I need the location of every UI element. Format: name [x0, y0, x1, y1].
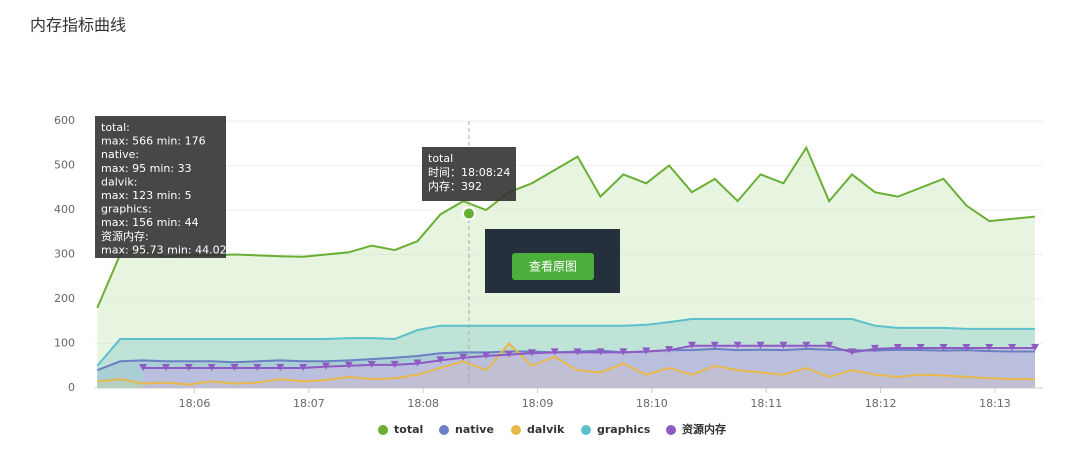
point-marker: [710, 341, 719, 349]
point-marker: [1008, 343, 1017, 351]
x-tick-label: 18:13: [979, 397, 1011, 410]
tooltip-text: max: 95.73 min: 44.02: [101, 243, 227, 256]
point-marker: [550, 348, 559, 356]
y-tick-label: 0: [68, 381, 75, 394]
point-marker: [619, 348, 628, 356]
tooltip-text: native:: [101, 148, 139, 161]
point-marker: [573, 348, 582, 356]
tooltip-text: 内存：392: [428, 179, 482, 193]
point-marker: [459, 353, 468, 361]
point-marker: [779, 341, 788, 349]
tooltip-text: total:: [101, 121, 130, 134]
y-tick-label: 400: [54, 203, 75, 216]
point-marker: [184, 363, 193, 371]
point-marker: [939, 343, 948, 351]
tooltip-text: 资源内存:: [101, 229, 149, 243]
tooltip-text: max: 566 min: 176: [101, 135, 206, 148]
point-marker: [687, 341, 696, 349]
point-marker: [1030, 343, 1039, 351]
summary-tooltip: [95, 116, 226, 258]
point-marker: [596, 348, 605, 356]
point-marker: [161, 363, 170, 371]
tooltip-text: total: [428, 152, 453, 165]
x-tick-label: 18:10: [636, 397, 668, 410]
y-tick-label: 600: [54, 114, 75, 127]
point-marker: [962, 343, 971, 351]
point-marker: [390, 360, 399, 368]
x-tick-label: 18:07: [293, 397, 325, 410]
series-line: [96, 145, 1036, 309]
tooltip-text: graphics:: [101, 203, 152, 216]
point-marker: [344, 361, 353, 369]
x-tick-label: 18:06: [179, 397, 211, 410]
point-marker: [321, 362, 330, 370]
point-marker: [299, 363, 308, 371]
legend-label: total: [394, 423, 423, 436]
point-marker: [756, 341, 765, 349]
x-tick-label: 18:09: [522, 397, 554, 410]
point-marker: [985, 343, 994, 351]
y-tick-label: 500: [54, 159, 75, 172]
series-area: [143, 345, 1035, 388]
point-marker: [413, 359, 422, 367]
point-marker: [893, 343, 902, 351]
legend-label: graphics: [597, 423, 651, 436]
view-button-label: 查看原图: [529, 260, 577, 274]
point-marker: [139, 363, 148, 371]
page-title: 内存指标曲线: [30, 16, 126, 35]
x-tick-label: 18:08: [407, 397, 439, 410]
point-marker: [642, 347, 651, 355]
legend-label: native: [455, 423, 494, 436]
y-tick-label: 300: [54, 248, 75, 261]
point-marker: [207, 363, 216, 371]
y-tick-label: 100: [54, 337, 75, 350]
legend-marker: [378, 425, 388, 435]
x-tick-label: 18:12: [865, 397, 897, 410]
y-tick-label: 200: [54, 292, 75, 305]
tooltip-text: dalvik:: [101, 175, 137, 188]
hover-tooltip: [422, 147, 516, 201]
tooltip-text: max: 123 min: 5: [101, 189, 192, 202]
legend-marker: [511, 425, 521, 435]
hover-point: [461, 206, 476, 221]
x-tick-label: 18:11: [750, 397, 782, 410]
legend-marker: [439, 425, 449, 435]
tooltip-text: max: 156 min: 44: [101, 216, 199, 229]
legend-marker: [581, 425, 591, 435]
tooltip-text: max: 95 min: 33: [101, 162, 192, 175]
point-marker: [276, 363, 285, 371]
point-marker: [733, 341, 742, 349]
point-marker: [253, 363, 262, 371]
point-marker: [916, 343, 925, 351]
series-line: [143, 344, 1035, 369]
legend-label: 资源内存: [682, 422, 726, 436]
point-marker: [230, 363, 239, 371]
legend-marker: [666, 425, 676, 435]
series-line: [96, 318, 1035, 367]
view-button[interactable]: [512, 253, 594, 280]
legend-label: dalvik: [527, 423, 565, 436]
point-marker: [825, 341, 834, 349]
point-marker: [527, 349, 536, 357]
point-marker: [802, 341, 811, 349]
point-marker: [848, 348, 857, 356]
point-marker: [367, 360, 376, 368]
point-marker: [665, 346, 674, 354]
point-marker: [504, 350, 513, 358]
point-marker: [482, 351, 491, 359]
tooltip-text: 时间：18:08:24: [428, 166, 510, 179]
point-marker: [870, 344, 879, 352]
point-marker: [436, 356, 445, 364]
series-line: [97, 342, 1035, 386]
